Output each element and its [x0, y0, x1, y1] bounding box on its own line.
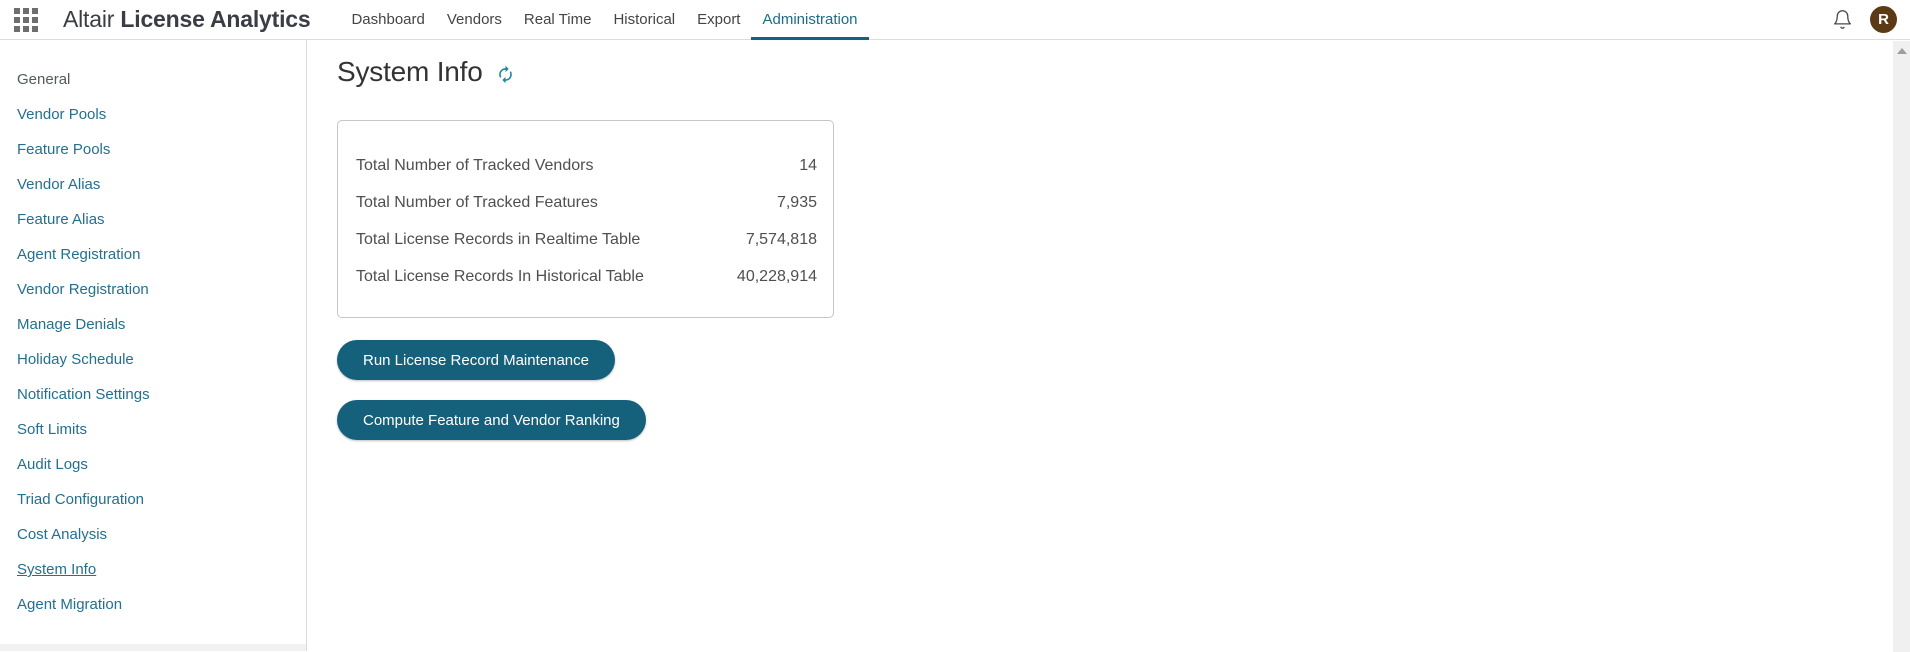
stat-value: 14	[799, 156, 817, 174]
main-nav: Dashboard Vendors Real Time Historical E…	[340, 0, 869, 40]
stat-value: 7,574,818	[745, 230, 817, 248]
sidebar-item-triad-configuration[interactable]: Triad Configuration	[17, 491, 145, 508]
sidebar-item-agent-registration[interactable]: Agent Registration	[17, 246, 141, 263]
stat-row-historical-records: Total License Records In Historical Tabl…	[356, 258, 817, 295]
run-license-record-maintenance-button[interactable]: Run License Record Maintenance	[337, 340, 615, 380]
compute-feature-vendor-ranking-button[interactable]: Compute Feature and Vendor Ranking	[337, 400, 646, 440]
top-header: Altair License Analytics Dashboard Vendo…	[0, 0, 1910, 40]
sidebar-item-feature-pools[interactable]: Feature Pools	[17, 141, 111, 158]
admin-sidebar: General Vendor Pools Feature Pools Vendo…	[0, 40, 307, 651]
avatar-initial: R	[1878, 11, 1889, 28]
stat-label: Total Number of Tracked Features	[356, 193, 598, 211]
notification-bell-icon[interactable]	[1832, 9, 1853, 30]
stat-label: Total Number of Tracked Vendors	[356, 156, 594, 174]
vertical-scrollbar[interactable]	[1893, 41, 1910, 652]
stat-value: 40,228,914	[736, 267, 817, 285]
nav-tab-dashboard[interactable]: Dashboard	[351, 11, 425, 28]
refresh-icon[interactable]	[496, 65, 515, 84]
sidebar-item-manage-denials[interactable]: Manage Denials	[17, 316, 126, 333]
stat-row-tracked-vendors: Total Number of Tracked Vendors 14	[356, 147, 817, 184]
app-logo[interactable]: Altair License Analytics	[63, 6, 311, 33]
logo-product: License Analytics	[120, 6, 311, 32]
stat-row-realtime-records: Total License Records in Realtime Table …	[356, 221, 817, 258]
nav-tab-historical[interactable]: Historical	[613, 11, 676, 28]
stat-value: 7,935	[776, 193, 817, 211]
stat-label: Total License Records in Realtime Table	[356, 230, 641, 248]
scroll-up-arrow-icon[interactable]	[1896, 48, 1907, 54]
sidebar-item-cost-analysis[interactable]: Cost Analysis	[17, 526, 108, 543]
sidebar-item-vendor-alias[interactable]: Vendor Alias	[17, 176, 101, 193]
sidebar-item-soft-limits[interactable]: Soft Limits	[17, 421, 88, 438]
page-title: System Info	[337, 56, 483, 87]
stat-label: Total License Records In Historical Tabl…	[356, 267, 644, 285]
nav-tab-real-time[interactable]: Real Time	[523, 11, 592, 28]
sidebar-horizontal-scrollbar[interactable]	[0, 644, 306, 651]
header-right-controls: R	[1832, 6, 1897, 33]
nav-tab-export[interactable]: Export	[697, 11, 741, 28]
logo-brand: Altair	[63, 6, 115, 32]
sidebar-item-audit-logs[interactable]: Audit Logs	[17, 456, 88, 473]
sidebar-item-agent-migration[interactable]: Agent Migration	[17, 596, 123, 613]
sidebar-item-holiday-schedule[interactable]: Holiday Schedule	[17, 351, 134, 368]
user-avatar[interactable]: R	[1870, 6, 1897, 33]
sidebar-item-feature-alias[interactable]: Feature Alias	[17, 211, 105, 228]
main-content: System Info Total Number of Tracked Vend…	[307, 40, 1910, 651]
stat-row-tracked-features: Total Number of Tracked Features 7,935	[356, 184, 817, 221]
sidebar-item-general[interactable]: General	[17, 71, 71, 88]
title-row: System Info	[337, 52, 1910, 92]
system-info-panel: Total Number of Tracked Vendors 14 Total…	[337, 120, 834, 318]
nav-tab-vendors[interactable]: Vendors	[446, 11, 502, 28]
sidebar-item-system-info[interactable]: System Info	[17, 561, 97, 578]
sidebar-item-notification-settings[interactable]: Notification Settings	[17, 386, 150, 403]
sidebar-item-vendor-registration[interactable]: Vendor Registration	[17, 281, 149, 298]
page-body: General Vendor Pools Feature Pools Vendo…	[0, 40, 1910, 651]
nav-tab-administration[interactable]: Administration	[751, 0, 869, 40]
sidebar-item-vendor-pools[interactable]: Vendor Pools	[17, 106, 107, 123]
app-launcher-grid-icon[interactable]	[14, 7, 38, 32]
